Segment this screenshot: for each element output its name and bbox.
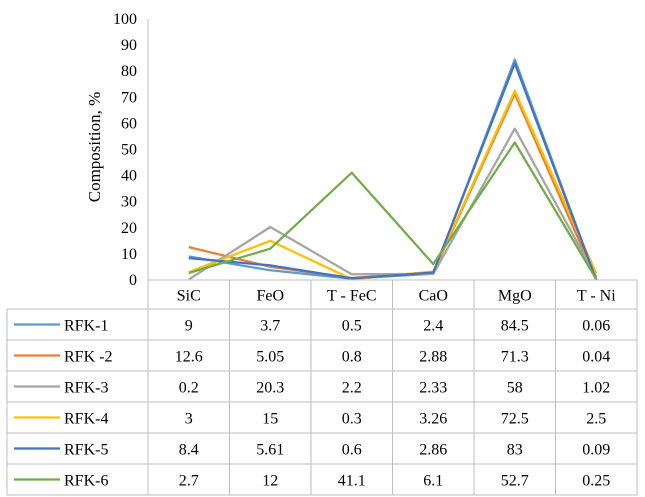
y-tick-label: 80 <box>121 63 137 80</box>
series-line-rfk-1 <box>188 58 598 281</box>
y-tick-label: 90 <box>121 37 137 54</box>
table-cell: 71.3 <box>501 349 529 366</box>
legend-label: RFK-5 <box>64 442 108 459</box>
table-cell: 1.02 <box>582 380 610 397</box>
category-header: SiC <box>177 288 201 305</box>
table-cell: 5.05 <box>256 349 284 366</box>
y-axis-title: Composition, % <box>85 92 104 203</box>
table-cell: 15 <box>262 411 278 428</box>
y-tick-label: 40 <box>121 168 137 185</box>
table-cell: 2.5 <box>586 411 606 428</box>
table-cell: 0.3 <box>342 411 362 428</box>
table-cell: 9 <box>185 318 193 335</box>
table-cell: 3.26 <box>419 411 447 428</box>
series-line-rfk-6 <box>188 141 598 280</box>
table-cell: 6.1 <box>423 473 443 490</box>
table-cell: 3 <box>185 411 193 428</box>
series-line-rfk-3 <box>188 127 598 281</box>
series-line-rfk-5 <box>188 62 598 281</box>
category-header: FeO <box>256 288 284 305</box>
table-cell: 2.2 <box>342 380 362 397</box>
legend-label: RFK -2 <box>64 349 112 366</box>
y-tick-label: 0 <box>129 272 137 289</box>
category-header: CaO <box>419 288 448 305</box>
table-cell: 0.09 <box>582 442 610 459</box>
table-cell: 0.06 <box>582 318 610 335</box>
y-tick-label: 30 <box>121 194 137 211</box>
y-tick-label: 100 <box>113 11 137 28</box>
y-tick-label: 10 <box>121 246 137 263</box>
table-cell: 0.04 <box>582 349 610 366</box>
table-cell: 0.5 <box>342 318 362 335</box>
table-cell: 2.88 <box>419 349 447 366</box>
table-cell: 58 <box>507 380 523 397</box>
legend-label: RFK-1 <box>64 318 108 335</box>
y-tick-label: 70 <box>121 89 137 106</box>
table-cell: 84.5 <box>501 318 529 335</box>
table-cell: 0.8 <box>342 349 362 366</box>
table-cell: 12.6 <box>175 349 203 366</box>
table-cell: 52.7 <box>501 473 529 490</box>
table-cell: 0.6 <box>342 442 362 459</box>
table-cell: 2.33 <box>419 380 447 397</box>
y-tick-label: 50 <box>121 142 137 159</box>
legend-label: RFK-4 <box>64 411 108 428</box>
category-header: T - FeC <box>327 288 376 305</box>
series-line-rfk-2 <box>188 92 598 281</box>
table-cell: 41.1 <box>338 473 366 490</box>
table-cell: 2.86 <box>419 442 447 459</box>
table-cell: 20.3 <box>256 380 284 397</box>
legend-label: RFK-6 <box>64 473 108 490</box>
table-cell: 3.7 <box>260 318 280 335</box>
table-cell: 2.4 <box>423 318 443 335</box>
table-cell: 12 <box>262 473 278 490</box>
table-cell: 0.25 <box>582 473 610 490</box>
table-cell: 8.4 <box>179 442 199 459</box>
table-cell: 0.2 <box>179 380 199 397</box>
table-cell: 5.61 <box>256 442 284 459</box>
table-cell: 72.5 <box>501 411 529 428</box>
y-tick-label: 20 <box>121 220 137 237</box>
table-cell: 2.7 <box>179 473 199 490</box>
y-tick-label: 60 <box>121 115 137 132</box>
table-cell: 83 <box>507 442 523 459</box>
category-header: T - Ni <box>577 288 616 305</box>
legend-label: RFK-3 <box>64 380 108 397</box>
category-header: MgO <box>498 288 532 305</box>
